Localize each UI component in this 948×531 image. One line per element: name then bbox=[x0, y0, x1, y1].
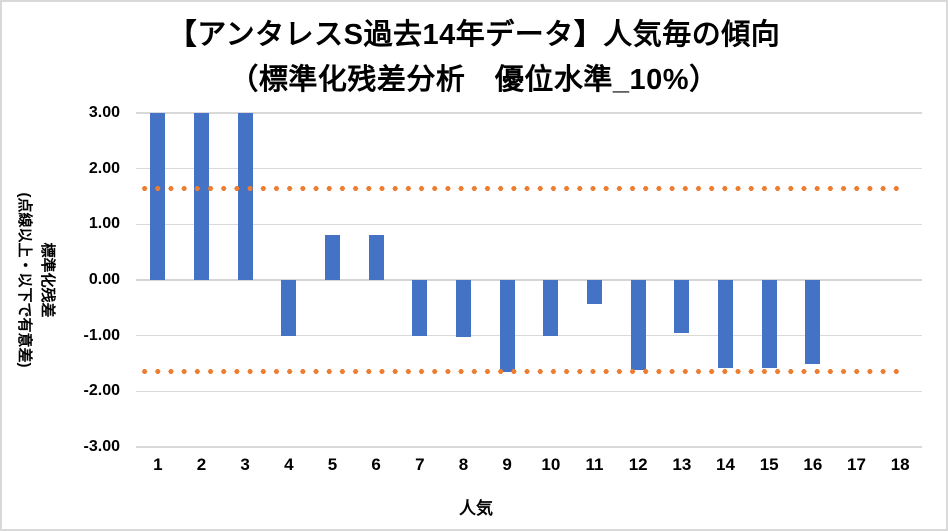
x-tick-label: 9 bbox=[502, 455, 512, 474]
bar-rank-12 bbox=[630, 280, 646, 371]
x-axis-tick-labels: 1 2 3 4 5 6 7 8 9 10 11 12 13 14 15 16 17 18 bbox=[136, 455, 922, 475]
bar-rank-3 bbox=[237, 113, 253, 280]
bar-rank-10 bbox=[543, 280, 559, 336]
plot-area bbox=[136, 112, 922, 448]
significance-line-lower bbox=[138, 369, 900, 375]
gridline bbox=[136, 334, 922, 337]
x-tick-label: 13 bbox=[672, 455, 692, 474]
gridline bbox=[136, 112, 922, 114]
bar-rank-11 bbox=[587, 280, 602, 304]
x-tick-label: 5 bbox=[327, 455, 338, 474]
y-tick-label: -2.00 bbox=[83, 382, 120, 400]
x-axis-title: 人気 bbox=[459, 499, 493, 518]
bar-rank-1 bbox=[150, 113, 166, 280]
x-tick-label: 10 bbox=[541, 455, 561, 474]
y-tick-label: 3.00 bbox=[88, 104, 120, 121]
x-tick-label: 15 bbox=[759, 455, 779, 474]
bar-rank-13 bbox=[674, 280, 690, 333]
chart-title: 【アンタレスS過去14年データ】人気毎の傾向 bbox=[167, 19, 781, 51]
x-tick-label: 3 bbox=[240, 455, 250, 474]
x-tick-label: 7 bbox=[415, 455, 425, 474]
bar-rank-9 bbox=[499, 280, 515, 373]
x-tick-label: 1 bbox=[153, 455, 163, 474]
bar-rank-7 bbox=[412, 280, 428, 336]
y-tick-label: -3.00 bbox=[83, 438, 120, 455]
bar-rank-6 bbox=[368, 235, 384, 280]
x-tick-label: 18 bbox=[890, 455, 910, 474]
gridline bbox=[136, 223, 922, 226]
x-tick-label: 16 bbox=[803, 455, 823, 474]
y-tick-label: 2.00 bbox=[88, 159, 120, 177]
x-tick-label: 14 bbox=[716, 455, 735, 474]
bar-rank-8 bbox=[456, 280, 471, 338]
gridline bbox=[136, 167, 922, 170]
significance-line-upper bbox=[138, 185, 900, 191]
x-tick-label: 6 bbox=[371, 455, 381, 474]
chart-subtitle: （標準化残差分析 優位水準_10%） bbox=[229, 64, 719, 96]
bar-rank-15 bbox=[761, 280, 777, 368]
x-tick-label: 12 bbox=[628, 455, 648, 474]
x-tick-label: 11 bbox=[585, 455, 604, 474]
bar-rank-14 bbox=[718, 280, 733, 368]
bar-rank-5 bbox=[325, 235, 340, 280]
gridline bbox=[136, 390, 922, 393]
x-tick-label: 4 bbox=[284, 455, 294, 474]
x-tick-label: 2 bbox=[196, 455, 207, 474]
y-tick-label: -1.00 bbox=[83, 326, 120, 344]
y-tick-label: 0.00 bbox=[88, 271, 120, 288]
x-tick-label: 8 bbox=[458, 455, 469, 474]
bar-rank-16 bbox=[805, 280, 821, 365]
y-axis-tick-labels: 3.00 2.00 1.00 0.00 -1.00 -2.00 -3.00 bbox=[2, 104, 120, 455]
y-tick-label: 1.00 bbox=[88, 215, 120, 233]
x-tick-label: 17 bbox=[847, 455, 866, 474]
bar-rank-4 bbox=[281, 280, 297, 336]
gridline-zero bbox=[136, 278, 922, 282]
gridline bbox=[136, 446, 922, 448]
bar-rank-2 bbox=[194, 113, 209, 280]
